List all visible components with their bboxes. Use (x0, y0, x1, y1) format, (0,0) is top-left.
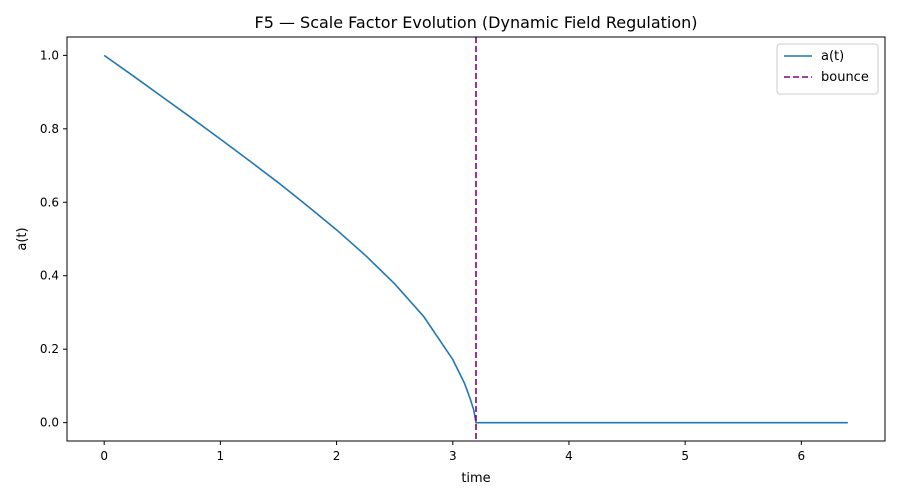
y-tick-label: 1.0 (40, 48, 59, 62)
legend-label: a(t) (821, 49, 844, 64)
x-tick-label: 3 (449, 449, 457, 463)
y-tick-label: 0.0 (40, 416, 59, 430)
x-tick-label: 1 (217, 449, 225, 463)
chart-title: F5 — Scale Factor Evolution (Dynamic Fie… (254, 13, 697, 32)
x-axis-label: time (461, 471, 490, 486)
legend-label: bounce (821, 70, 869, 85)
x-axis-ticks: 0 1 2 3 4 5 6 (100, 441, 805, 463)
series-line-0 (103, 54, 848, 424)
x-tick-label: 4 (565, 449, 573, 463)
x-tick-label: 5 (681, 449, 689, 463)
x-tick-label: 2 (333, 449, 341, 463)
axes-frame (66, 36, 886, 442)
x-tick-label: 6 (798, 449, 806, 463)
y-tick-label: 0.6 (40, 195, 59, 209)
y-tick-label: 0.4 (40, 269, 59, 283)
plot-area (103, 37, 848, 441)
y-axis-ticks: 0.0 0.2 0.4 0.6 0.8 1.0 (40, 48, 67, 430)
legend: a(t) bounce (776, 43, 879, 95)
y-axis-label: a(t) (15, 227, 30, 250)
x-tick-label: 0 (100, 449, 108, 463)
y-tick-label: 0.8 (40, 122, 59, 136)
y-tick-label: 0.2 (40, 342, 59, 356)
